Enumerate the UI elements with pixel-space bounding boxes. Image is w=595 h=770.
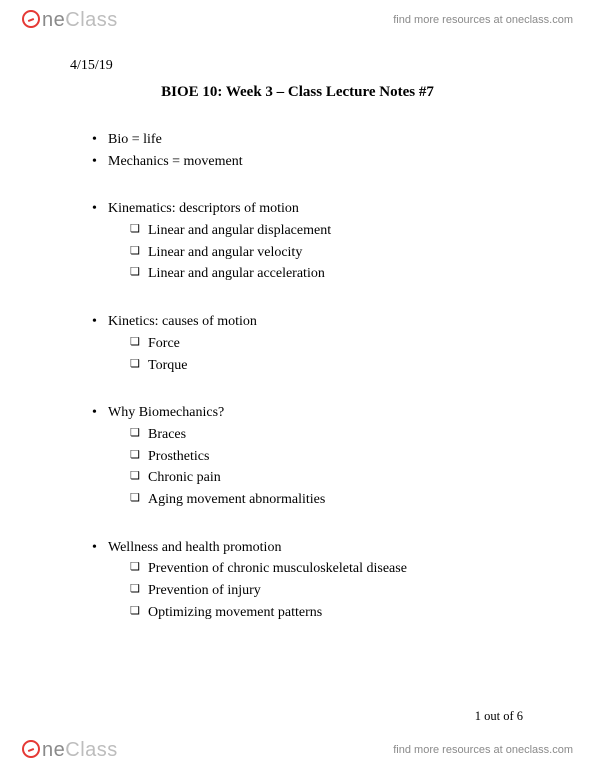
bullet-item: Kinematics: descriptors of motion (70, 198, 525, 220)
bullet-item: Kinetics: causes of motion (70, 311, 525, 333)
sub-bullet-item: Prevention of chronic musculoskeletal di… (70, 558, 525, 580)
logo-text-one: ne (42, 739, 65, 762)
sub-bullet-item: Braces (70, 424, 525, 446)
sub-bullet-item: Prevention of injury (70, 580, 525, 602)
document-date: 4/15/19 (70, 58, 525, 74)
page-number: 1 out of 6 (475, 709, 523, 724)
sub-bullet-item: Chronic pain (70, 467, 525, 489)
bullet-item: Mechanics = movement (70, 151, 525, 173)
resources-link-footer[interactable]: find more resources at oneclass.com (393, 744, 573, 756)
sub-bullet-item: Torque (70, 355, 525, 377)
page-header: ne Class find more resources at oneclass… (0, 0, 595, 36)
sub-bullet-item: Prosthetics (70, 446, 525, 468)
section: Wellness and health promotionPrevention … (70, 537, 525, 624)
sub-bullet-item: Linear and angular velocity (70, 242, 525, 264)
sub-bullet-item: Linear and angular displacement (70, 220, 525, 242)
section: Why Biomechanics?BracesProstheticsChroni… (70, 402, 525, 510)
logo-text-class: Class (65, 9, 118, 32)
sub-bullet-item: Optimizing movement patterns (70, 602, 525, 624)
brand-logo: ne Class (22, 8, 118, 32)
sub-bullet-item: Force (70, 333, 525, 355)
logo-text-class: Class (65, 739, 118, 762)
brand-logo-footer: ne Class (22, 738, 118, 762)
logo-icon (22, 10, 40, 28)
document-title: BIOE 10: Week 3 – Class Lecture Notes #7 (70, 84, 525, 101)
section: Bio = lifeMechanics = movement (70, 129, 525, 172)
sub-bullet-item: Linear and angular acceleration (70, 263, 525, 285)
logo-icon (22, 740, 40, 758)
resources-link[interactable]: find more resources at oneclass.com (393, 14, 573, 26)
document-body: 4/15/19 BIOE 10: Week 3 – Class Lecture … (0, 36, 595, 623)
bullet-item: Bio = life (70, 129, 525, 151)
page-footer: ne Class find more resources at oneclass… (0, 734, 595, 770)
sub-bullet-item: Aging movement abnormalities (70, 489, 525, 511)
content-sections: Bio = lifeMechanics = movement Kinematics… (70, 129, 525, 623)
section: Kinematics: descriptors of motionLinear … (70, 198, 525, 285)
section: Kinetics: causes of motionForceTorque (70, 311, 525, 376)
bullet-item: Why Biomechanics? (70, 402, 525, 424)
logo-text-one: ne (42, 9, 65, 32)
bullet-item: Wellness and health promotion (70, 537, 525, 559)
